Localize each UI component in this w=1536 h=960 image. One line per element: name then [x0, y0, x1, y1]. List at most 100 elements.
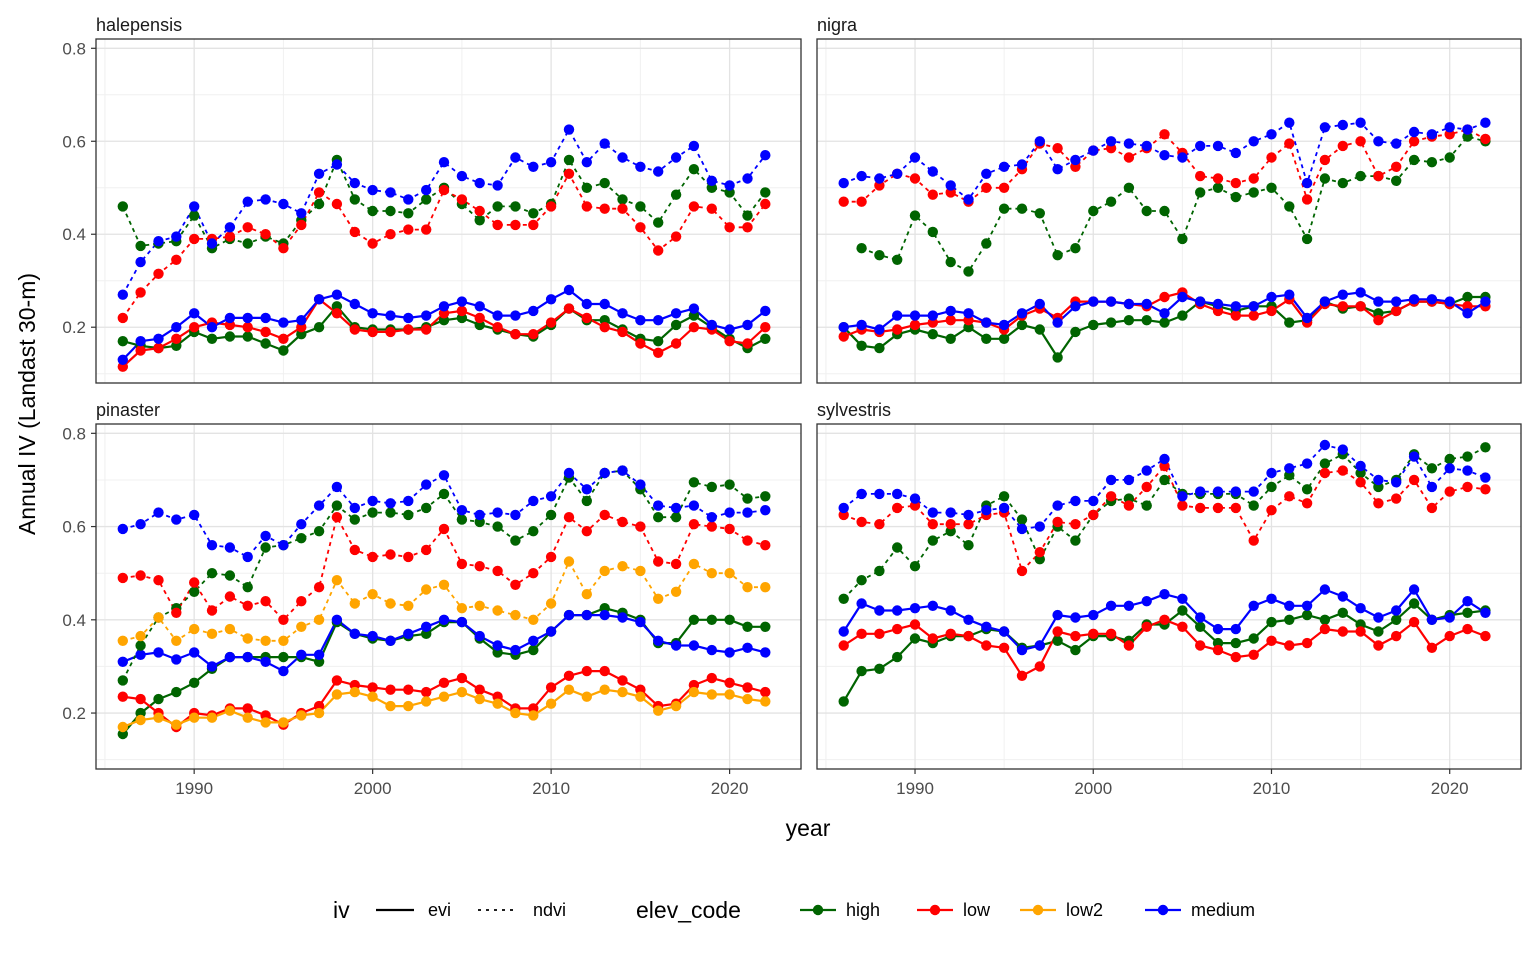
data-point-ndvi-medium	[653, 166, 664, 177]
data-point-ndvi-low	[385, 549, 396, 560]
data-point-ndvi-low	[945, 519, 956, 530]
data-point-evi-low	[171, 333, 182, 344]
data-point-evi-high	[856, 340, 867, 351]
data-point-evi-low	[1266, 305, 1277, 317]
y-tick-label: 0.2	[62, 318, 86, 337]
data-point-ndvi-low	[474, 561, 485, 572]
data-point-evi-medium	[1212, 298, 1224, 310]
data-point-ndvi-low	[1480, 133, 1491, 145]
data-point-ndvi-low	[617, 203, 628, 214]
data-point-ndvi-high	[909, 561, 921, 572]
data-point-ndvi-low	[760, 540, 771, 551]
data-point-evi-low2	[403, 700, 414, 712]
data-point-evi-low	[617, 326, 628, 338]
data-point-ndvi-low	[171, 607, 182, 618]
data-point-ndvi-high	[1426, 463, 1438, 474]
data-point-ndvi-medium	[617, 465, 628, 476]
data-point-evi-high	[1052, 635, 1063, 646]
data-point-evi-low2	[617, 686, 628, 698]
data-point-ndvi-high	[1301, 484, 1313, 495]
data-point-ndvi-medium	[1444, 463, 1455, 474]
data-point-evi-low	[838, 331, 849, 342]
data-point-ndvi-high	[856, 575, 867, 586]
data-point-evi-low	[545, 317, 557, 328]
data-point-ndvi-low	[1319, 467, 1331, 479]
data-point-ndvi-low2	[724, 568, 735, 579]
data-point-ndvi-low	[1034, 547, 1046, 558]
data-point-evi-medium	[981, 621, 992, 632]
data-point-ndvi-high	[260, 542, 271, 553]
data-point-evi-low	[474, 312, 485, 324]
data-point-ndvi-high	[1159, 205, 1170, 217]
data-point-evi-high	[242, 331, 253, 342]
data-point-ndvi-low2	[153, 612, 164, 623]
data-point-ndvi-low	[724, 523, 735, 535]
data-point-evi-low	[331, 308, 343, 319]
data-point-ndvi-low	[296, 219, 307, 231]
data-point-evi-medium	[724, 647, 735, 658]
data-point-evi-medium	[242, 651, 253, 663]
data-point-ndvi-low	[1462, 481, 1473, 493]
facet-title: pinaster	[96, 400, 160, 420]
data-point-evi-medium	[1034, 640, 1046, 651]
data-point-evi-medium	[1177, 291, 1188, 303]
data-point-evi-medium	[367, 630, 378, 642]
data-point-evi-low2	[670, 700, 682, 712]
data-point-ndvi-medium	[224, 222, 236, 233]
data-point-ndvi-low	[224, 231, 236, 242]
data-point-ndvi-medium	[688, 500, 700, 511]
data-point-ndvi-low	[117, 312, 128, 324]
legend-title-iv: iv	[333, 897, 350, 923]
data-point-ndvi-low	[1480, 484, 1491, 495]
data-point-ndvi-high	[1088, 205, 1099, 217]
y-tick-label: 0.8	[62, 424, 86, 443]
data-point-ndvi-low	[1373, 170, 1384, 182]
data-point-evi-medium	[1052, 317, 1063, 328]
data-point-evi-medium	[1391, 605, 1402, 616]
data-point-ndvi-low	[1123, 500, 1135, 511]
data-point-evi-medium	[760, 305, 771, 317]
data-point-ndvi-high	[635, 201, 646, 212]
data-point-evi-low	[1337, 301, 1349, 312]
data-point-evi-medium	[206, 322, 218, 333]
data-point-ndvi-low	[1319, 154, 1331, 166]
data-point-evi-low2	[528, 710, 539, 721]
x-tick-label: 2020	[711, 779, 749, 798]
data-point-evi-medium	[1212, 623, 1224, 635]
data-point-ndvi-medium	[153, 507, 164, 518]
data-point-ndvi-low	[385, 229, 396, 240]
data-point-evi-high	[1105, 317, 1117, 328]
data-point-evi-low	[927, 633, 938, 644]
data-point-evi-high	[742, 621, 753, 632]
data-point-evi-low2	[242, 712, 253, 723]
data-point-ndvi-high	[1230, 191, 1242, 203]
data-point-ndvi-medium	[909, 493, 921, 504]
data-point-ndvi-low	[1373, 498, 1384, 509]
data-point-ndvi-medium	[1070, 495, 1081, 507]
data-point-ndvi-high	[1426, 157, 1438, 168]
data-point-evi-high	[927, 329, 938, 340]
data-point-ndvi-medium	[874, 488, 885, 500]
data-point-ndvi-high	[528, 526, 539, 537]
data-point-evi-high	[760, 333, 771, 344]
data-point-ndvi-high	[492, 201, 503, 212]
data-point-ndvi-low2	[403, 600, 414, 611]
data-point-evi-low2	[706, 689, 717, 700]
data-point-evi-low	[1408, 616, 1420, 628]
data-point-ndvi-low	[260, 596, 271, 607]
data-point-ndvi-low	[492, 219, 503, 231]
facet-title: sylvestris	[817, 400, 891, 420]
data-point-evi-medium	[153, 647, 164, 658]
data-point-evi-high	[874, 663, 885, 674]
data-point-ndvi-high	[838, 593, 849, 604]
data-point-evi-high	[206, 333, 218, 344]
data-point-evi-medium	[1444, 296, 1455, 307]
data-point-ndvi-high	[1319, 173, 1331, 184]
facet-title: halepensis	[96, 15, 182, 35]
data-point-ndvi-high	[545, 509, 557, 521]
x-tick-label: 2000	[354, 779, 392, 798]
data-point-evi-medium	[403, 312, 414, 324]
data-point-ndvi-high	[1266, 182, 1277, 193]
data-point-ndvi-low	[1123, 152, 1135, 163]
data-point-evi-high	[670, 319, 682, 331]
